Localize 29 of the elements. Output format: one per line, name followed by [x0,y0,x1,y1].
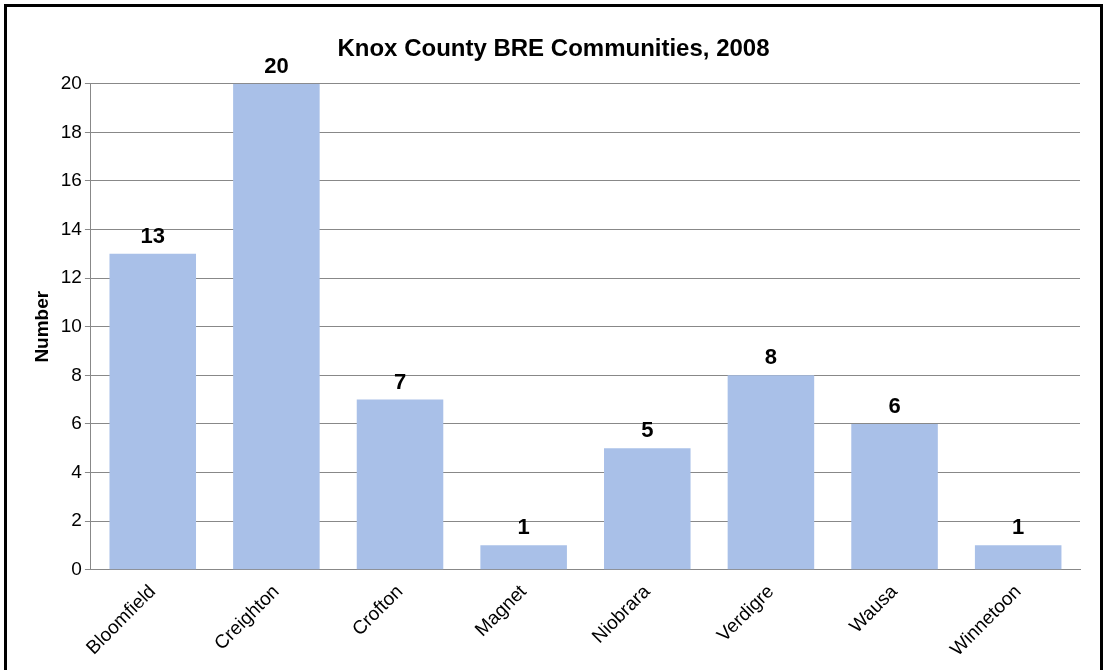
data-label: 13 [140,222,165,248]
y-tick-label: 6 [71,412,82,434]
bar [356,399,444,570]
bar [604,448,691,570]
data-label: 20 [264,52,289,78]
bar [109,253,197,570]
chart-title: Knox County BRE Communities, 2008 [337,34,770,62]
bar [233,83,320,570]
y-axis-title: Number [30,290,52,363]
y-tick-label: 12 [60,266,82,288]
bar [974,545,1062,570]
y-tick-label: 20 [60,72,82,94]
y-tick-label: 8 [71,363,82,385]
data-label: 5 [641,417,654,443]
y-tick-label: 16 [60,169,82,191]
data-label: 8 [764,344,778,370]
data-label: 1 [517,514,530,540]
bar [727,375,815,570]
y-tick-label: 4 [71,460,83,482]
data-label: 1 [1012,514,1025,540]
y-tick-label: 2 [71,509,82,531]
bar [480,545,567,570]
y-tick-label: 18 [60,120,82,142]
y-tick-label: 10 [60,314,82,336]
bar [851,423,938,570]
data-label: 7 [393,368,407,394]
data-label: 6 [888,392,901,418]
y-tick-label: 0 [71,557,82,579]
y-tick-label: 14 [60,217,83,239]
